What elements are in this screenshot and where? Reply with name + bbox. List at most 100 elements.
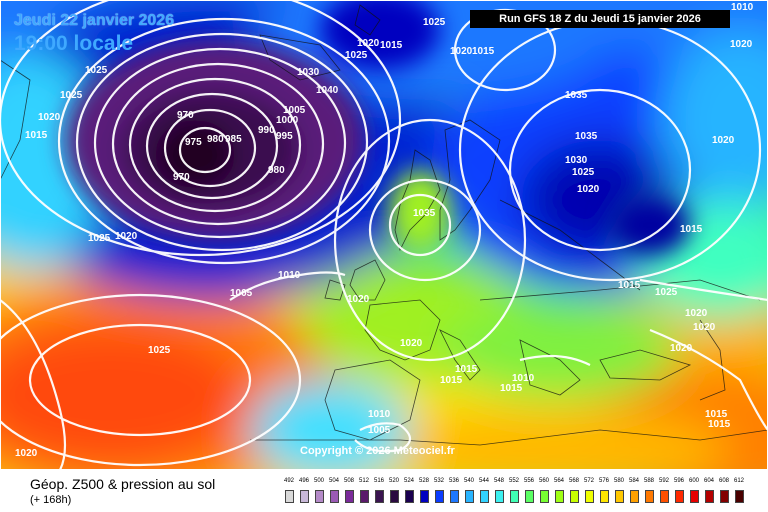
isobar-label: 970	[173, 172, 190, 183]
legend-swatch	[555, 490, 564, 503]
legend-swatch	[450, 490, 459, 503]
isobar-label: 1025	[60, 90, 83, 101]
legend-swatch	[690, 490, 699, 503]
legend-value: 604	[703, 478, 714, 484]
legend-swatch	[360, 490, 369, 503]
color-legend: 492 496 500 504 508 512 516 520 524 528 532 536 540 5…	[283, 478, 755, 508]
legend-value: 560	[538, 478, 549, 484]
legend-swatch	[510, 490, 519, 503]
legend-value: 592	[658, 478, 669, 484]
isobar-label: 1000	[276, 115, 299, 126]
legend-swatch	[660, 490, 669, 503]
legend-swatch	[420, 490, 429, 503]
legend-value: 528	[418, 478, 429, 484]
legend-swatch	[675, 490, 684, 503]
legend-value: 584	[628, 478, 639, 484]
legend-swatch	[435, 490, 444, 503]
isobar-label: 1030	[565, 155, 588, 166]
isobar-label: 1030	[297, 67, 320, 78]
legend-swatch	[375, 490, 384, 503]
isobar-label: 1020	[670, 343, 693, 354]
run-info: Run GFS 18 Z du Jeudi 15 janvier 2026	[470, 10, 730, 28]
isobar-label: 1020	[15, 448, 38, 459]
isobar-label: 1025	[655, 287, 678, 298]
legend-value: 496	[298, 478, 309, 484]
legend-value: 608	[718, 478, 729, 484]
isobar-label: 995	[276, 131, 293, 142]
legend-value: 576	[598, 478, 609, 484]
legend-swatch	[465, 490, 474, 503]
isobar-label: 1035	[575, 131, 598, 142]
isobar-label: 1020	[38, 112, 61, 123]
legend-swatch	[585, 490, 594, 503]
legend-value: 492	[283, 478, 294, 484]
isobar-label: 1025	[345, 50, 368, 61]
footer-title: Géop. Z500 & pression au sol	[30, 476, 216, 492]
legend-value: 536	[448, 478, 459, 484]
isobar-label: 1020	[357, 38, 380, 49]
legend-swatch	[285, 490, 294, 503]
isobar-label: 1020	[693, 322, 716, 333]
isobar-label: 1020	[400, 338, 423, 349]
isobar-label: 1015	[472, 46, 495, 57]
isobar-label: 970	[177, 110, 194, 121]
isobar-label: 1035	[413, 208, 436, 219]
legend-swatch	[405, 490, 414, 503]
isobar-label: 980	[207, 134, 224, 145]
legend-value: 580	[613, 478, 624, 484]
legend-swatch	[525, 490, 534, 503]
legend-swatch	[570, 490, 579, 503]
forecast-date: Jeudi 22 janvier 2026	[14, 12, 175, 29]
isobar-label: 1010	[512, 373, 535, 384]
legend-swatch	[345, 490, 354, 503]
isobar-label: 1025	[85, 65, 108, 76]
legend-value: 508	[343, 478, 354, 484]
legend-swatch	[495, 490, 504, 503]
legend-value: 532	[433, 478, 444, 484]
isobar-label: 1025	[423, 17, 446, 28]
forecast-time: 19:00 locale	[14, 32, 134, 55]
legend-value: 512	[358, 478, 369, 484]
legend-swatch	[540, 490, 549, 503]
isobar-label: 1020	[577, 184, 600, 195]
isobar-label: 1020	[712, 135, 735, 146]
isobar-label: 1015	[708, 419, 731, 430]
legend-swatch	[330, 490, 339, 503]
legend-value: 552	[508, 478, 519, 484]
legend-swatch	[720, 490, 729, 503]
isobar-label: 1020	[115, 231, 138, 242]
legend-value: 600	[688, 478, 699, 484]
isobar-label: 1015	[455, 364, 478, 375]
isobar-label: 1015	[25, 130, 48, 141]
legend-swatch	[705, 490, 714, 503]
legend-value: 500	[313, 478, 324, 484]
isobar-label: 1015	[500, 383, 523, 394]
legend-value: 596	[673, 478, 684, 484]
legend-value: 516	[373, 478, 384, 484]
isobar-label: 1025	[572, 167, 595, 178]
legend-swatch	[630, 490, 639, 503]
legend-value: 524	[403, 478, 414, 484]
legend-value: 540	[463, 478, 474, 484]
weather-map	[0, 0, 768, 470]
isobar-label: 1020	[730, 39, 753, 50]
isobar-label: 1010	[278, 270, 301, 281]
isobar-label: 1020	[450, 46, 473, 57]
footer-subtitle: (+ 168h)	[30, 494, 72, 506]
isobar-label: 1010	[368, 409, 391, 420]
isobar-label: 985	[225, 134, 242, 145]
isobar-label: 1020	[685, 308, 708, 319]
isobar-label: 1005	[230, 288, 253, 299]
isobar-label: 1025	[88, 233, 111, 244]
legend-value: 520	[388, 478, 399, 484]
isobar-label: 1005	[368, 425, 391, 436]
isobar-label: 1010	[731, 2, 754, 13]
isobar-label: 1005	[283, 105, 306, 116]
legend-value: 544	[478, 478, 489, 484]
isobar-label: 975	[185, 137, 202, 148]
isobar-label: 1015	[680, 224, 703, 235]
legend-value: 548	[493, 478, 504, 484]
isobar-label: 980	[268, 165, 285, 176]
isobar-label: 1040	[316, 85, 339, 96]
